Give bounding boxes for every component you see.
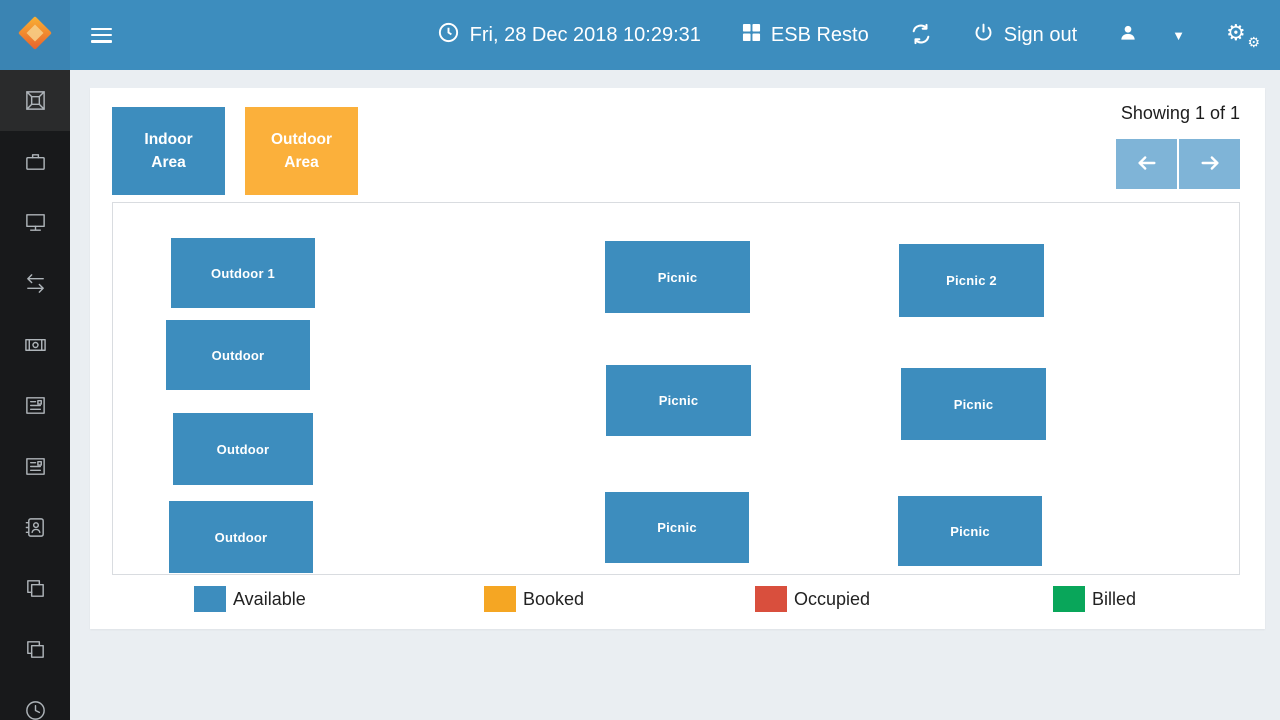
- table-picnic-8[interactable]: Picnic: [901, 368, 1046, 440]
- app-name: ESB Resto: [770, 23, 869, 46]
- app-switcher[interactable]: ESB Resto: [742, 23, 869, 47]
- arrow-right-icon: [1197, 152, 1223, 177]
- news-icon: [24, 455, 47, 478]
- refresh-icon: [910, 23, 932, 48]
- table-picnic-9[interactable]: Picnic: [898, 496, 1042, 566]
- contact-icon: [24, 516, 47, 539]
- table-outdoor-1[interactable]: Outdoor: [166, 320, 310, 390]
- table-outdoor-3[interactable]: Outdoor: [169, 501, 313, 573]
- sidebar-item-transfer[interactable]: [0, 253, 70, 314]
- legend-swatch-available: [194, 586, 226, 612]
- sidebar-item-clock[interactable]: [0, 680, 70, 720]
- legend-booked: Booked: [484, 586, 584, 612]
- table-outdoor-1-0[interactable]: Outdoor 1: [171, 238, 315, 308]
- grid-icon: [742, 23, 761, 47]
- legend-swatch-billed: [1053, 586, 1085, 612]
- copy-icon: [24, 638, 47, 661]
- sidebar-item-briefcase[interactable]: [0, 131, 70, 192]
- pager: [1116, 139, 1240, 189]
- floor-plan: Outdoor 1 Outdoor Outdoor Outdoor Picnic Picn…: [112, 202, 1240, 575]
- sidebar-item-contact[interactable]: [0, 497, 70, 558]
- prev-page-button[interactable]: [1116, 139, 1177, 189]
- app-logo[interactable]: [0, 0, 70, 70]
- sidebar-item-news[interactable]: [0, 436, 70, 497]
- floor-plan-card: Indoor Area Outdoor Area Showing 1 of 1 O…: [90, 88, 1265, 629]
- clock-icon: [437, 21, 460, 49]
- chevron-down-icon[interactable]: ▼: [1172, 27, 1185, 43]
- area-tab-indoor-area[interactable]: Indoor Area: [112, 107, 225, 195]
- legend-swatch-booked: [484, 586, 516, 612]
- sign-out-button[interactable]: Sign out: [973, 22, 1077, 48]
- topbar: Fri, 28 Dec 2018 10:29:31 ESB Resto Sign…: [70, 0, 1280, 70]
- refresh-button[interactable]: [910, 23, 932, 48]
- sidebar-item-floor-plan[interactable]: [0, 70, 70, 131]
- user-icon: [1118, 23, 1138, 48]
- floor-plan-icon: [24, 89, 47, 112]
- main-content: Indoor Area Outdoor Area Showing 1 of 1 O…: [70, 70, 1280, 720]
- sidebar: [0, 0, 70, 720]
- legend-label-occupied: Occupied: [794, 588, 871, 609]
- legend-label-billed: Billed: [1092, 588, 1137, 609]
- sidebar-item-copy[interactable]: [0, 558, 70, 619]
- news-icon: [24, 394, 47, 417]
- sidebar-item-news[interactable]: [0, 375, 70, 436]
- arrow-left-icon: [1134, 152, 1160, 177]
- sidebar-item-copy[interactable]: [0, 619, 70, 680]
- briefcase-icon: [24, 150, 47, 173]
- settings-button[interactable]: ⚙ ⚙: [1226, 20, 1260, 50]
- clock-icon: [24, 699, 47, 720]
- datetime-text: Fri, 28 Dec 2018 10:29:31: [469, 23, 701, 46]
- sidebar-nav: [0, 70, 70, 720]
- copy-icon: [24, 577, 47, 600]
- status-legend: Available Booked Occupied Billed: [112, 586, 1240, 616]
- sign-out-label: Sign out: [1003, 23, 1078, 46]
- pagination-status: Showing 1 of 1: [1120, 103, 1240, 123]
- datetime-display: Fri, 28 Dec 2018 10:29:31: [437, 21, 701, 49]
- table-picnic-5[interactable]: Picnic: [606, 365, 751, 436]
- monitor-icon: [24, 211, 47, 234]
- transfer-icon: [24, 272, 47, 295]
- table-picnic-2-7[interactable]: Picnic 2: [899, 244, 1044, 317]
- menu-toggle-button[interactable]: [91, 27, 112, 43]
- cash-icon: [24, 333, 47, 356]
- legend-swatch-occupied: [755, 586, 787, 612]
- table-outdoor-2[interactable]: Outdoor: [173, 413, 313, 485]
- area-tab-outdoor-area[interactable]: Outdoor Area: [245, 107, 358, 195]
- user-menu[interactable]: ▼: [1118, 23, 1185, 48]
- legend-label-available: Available: [233, 588, 306, 609]
- sidebar-item-monitor[interactable]: [0, 192, 70, 253]
- legend-label-booked: Booked: [523, 588, 585, 609]
- table-picnic-6[interactable]: Picnic: [605, 492, 749, 563]
- gears-icon: ⚙ ⚙: [1226, 20, 1260, 50]
- legend-occupied: Occupied: [755, 586, 870, 612]
- table-picnic-4[interactable]: Picnic: [605, 241, 750, 313]
- sidebar-item-cash[interactable]: [0, 314, 70, 375]
- legend-billed: Billed: [1053, 586, 1136, 612]
- legend-available: Available: [194, 586, 306, 612]
- power-icon: [973, 22, 994, 48]
- next-page-button[interactable]: [1179, 139, 1240, 189]
- area-tabs: Indoor Area Outdoor Area: [112, 107, 358, 195]
- diamond-logo-icon: [14, 12, 56, 59]
